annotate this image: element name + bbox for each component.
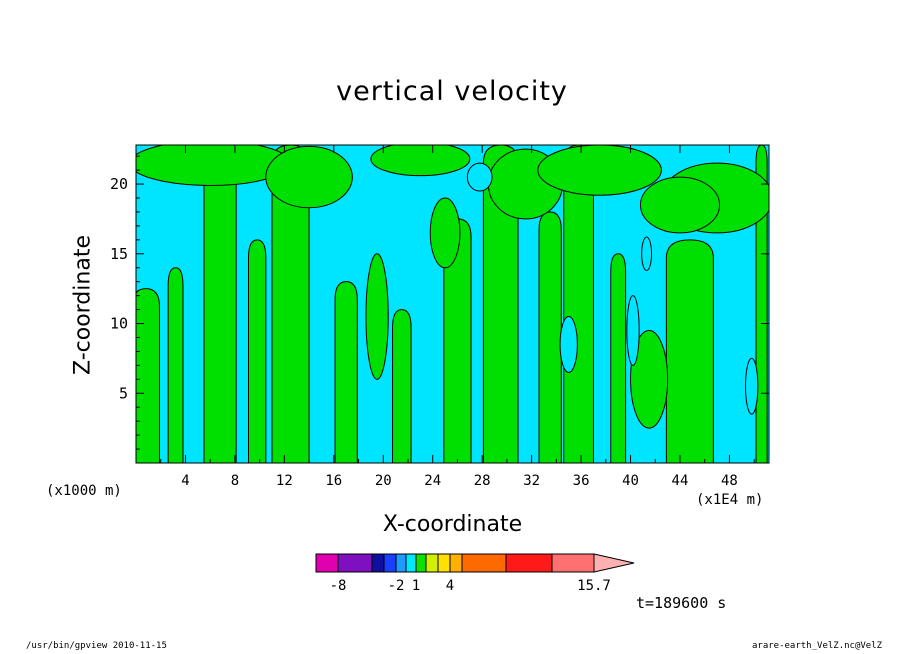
downdraft-region: [537, 145, 662, 196]
x-tick-label: 12: [276, 473, 293, 489]
colorbar-swatch: [425, 553, 439, 573]
downdraft-column: [392, 309, 412, 463]
x-tick-label: 28: [474, 473, 491, 489]
time-label: t=189600 s: [636, 594, 727, 612]
downdraft-column: [167, 267, 184, 463]
x-tick-label: 16: [325, 473, 342, 489]
x-tick-label: 44: [672, 473, 689, 489]
colorbar-swatch: [449, 553, 463, 573]
colorbar-swatch: [405, 553, 417, 573]
y-tick-label: 15: [110, 245, 128, 263]
downdraft-column: [334, 281, 358, 463]
colorbar-swatch: [383, 553, 397, 573]
downdraft-region: [265, 145, 353, 209]
colorbar-label: -2: [388, 578, 405, 594]
x-scale-label: (x1E4 m): [696, 492, 764, 508]
downdraft-region: [370, 145, 471, 177]
colorbar-swatch: [371, 553, 385, 573]
updraft-region: [745, 357, 759, 415]
colorbar-swatch: [395, 553, 407, 573]
x-axis-label: X-coordinate: [382, 512, 523, 537]
x-unit-label: (x1000 m): [46, 483, 122, 499]
colorbar-swatch: [415, 553, 427, 573]
x-tick-label: 36: [573, 473, 590, 489]
y-tick-label: 5: [119, 384, 128, 402]
colorbar-swatch: [461, 553, 507, 573]
colorbar-arrow: [593, 553, 635, 573]
x-tick-label: 20: [375, 473, 392, 489]
downdraft-column: [610, 253, 627, 463]
y-tick-label: 20: [110, 175, 128, 193]
x-tick-label: 32: [523, 473, 540, 489]
colorbar-swatch: [337, 553, 373, 573]
colorbar: -8 -2 1 4 15.7: [315, 553, 635, 594]
updraft-region: [641, 236, 653, 272]
colorbar-swatch: [505, 553, 553, 573]
x-axis: 4 8 12 16 20 24 28 32 36 40 44 48: [160, 145, 755, 489]
footer-right-text: arare-earth_VelZ.nc@VelZ: [752, 641, 883, 651]
colorbar-label: 15.7: [577, 578, 611, 594]
x-tick-label: 48: [721, 473, 738, 489]
x-tick-label: 24: [424, 473, 441, 489]
downdraft-column: [538, 211, 562, 463]
plot-frame: [135, 144, 770, 464]
colorbar-label: 1: [412, 578, 420, 594]
updraft-region: [466, 162, 493, 192]
y-axis-label: Z-coordinate: [70, 235, 96, 375]
updraft-region: [559, 316, 578, 373]
downdraft-region: [429, 197, 461, 269]
downdraft-column: [203, 145, 237, 463]
downdraft-column: [665, 239, 714, 463]
downdraft-region: [365, 253, 389, 380]
downdraft-column: [136, 288, 160, 463]
downdraft-column: [248, 239, 267, 463]
x-tick-label: 4: [181, 473, 189, 489]
updraft-region: [626, 295, 640, 366]
downdraft-region: [639, 176, 721, 234]
colorbar-label: -8: [330, 578, 347, 594]
x-tick-label: 40: [622, 473, 639, 489]
colorbar-label: 4: [446, 578, 454, 594]
y-tick-label: 10: [110, 315, 128, 333]
downdraft-region: [630, 330, 669, 429]
chart-title: vertical velocity: [336, 76, 568, 107]
y-axis: 5 10 15 20: [110, 155, 769, 450]
x-tick-label: 8: [231, 473, 239, 489]
colorbar-swatch: [437, 553, 451, 573]
colorbar-swatch: [315, 553, 339, 573]
footer-left-text: /usr/bin/gpview 2010-11-15: [26, 641, 167, 651]
colorbar-swatch: [551, 553, 595, 573]
